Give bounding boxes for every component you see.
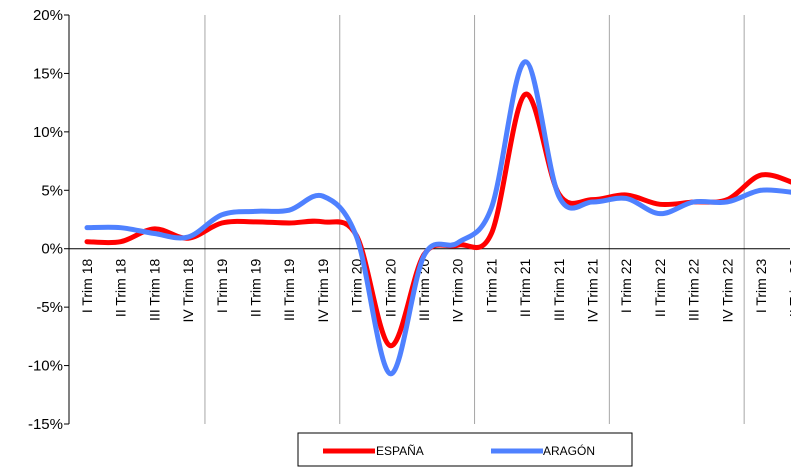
legend: ESPAÑA ARAGÓN — [297, 432, 633, 467]
y-tick-label: 20% — [33, 7, 63, 24]
x-tick-label: III Trim 19 — [281, 259, 297, 321]
y-tick-label: 10% — [33, 124, 63, 141]
x-tick-label: IV Trim 18 — [180, 259, 196, 323]
y-tick-label: -15% — [28, 416, 63, 433]
x-tick-label: II Trim 22 — [652, 259, 668, 318]
year-separator-lines — [204, 15, 745, 424]
x-tick-label: III Trim 21 — [551, 259, 567, 321]
x-tick-label: IV Trim 19 — [315, 259, 331, 323]
y-tick-label: 0% — [41, 241, 63, 258]
y-tick-label: -5% — [36, 299, 63, 316]
x-axis-ticks: I Trim 18 II Trim 18 III Trim 18 IV Trim 18… — [79, 259, 791, 323]
x-tick-label: II Trim 19 — [248, 259, 264, 318]
y-tick-label: -10% — [28, 358, 63, 375]
series-line-aragon — [84, 59, 791, 377]
x-tick-label: II Trim 18 — [113, 259, 129, 318]
legend-label-aragon: ARAGÓN — [543, 443, 595, 458]
y-axis-ticks: 20% 15% 10% 5% 0% -5% -10% -15% — [28, 7, 69, 433]
x-tick-label: I Trim 19 — [214, 259, 230, 314]
x-tick-label: I Trim 18 — [79, 259, 95, 314]
series-lines — [84, 59, 791, 377]
legend-label-espana: ESPAÑA — [376, 444, 424, 458]
x-tick-label: IV Trim 20 — [450, 259, 466, 323]
x-tick-label: II Trim 23 — [787, 259, 791, 318]
x-tick-label: I Trim 23 — [753, 259, 769, 314]
x-tick-label: II Trim 21 — [517, 259, 533, 318]
plot-area — [69, 15, 790, 424]
y-tick-label: 5% — [41, 182, 63, 199]
x-tick-label: IV Trim 21 — [585, 259, 601, 323]
x-tick-label: I Trim 21 — [483, 259, 499, 314]
x-tick-label: I Trim 22 — [618, 259, 634, 314]
x-tick-label: IV Trim 22 — [719, 259, 735, 323]
x-tick-label: II Trim 20 — [382, 259, 398, 318]
x-tick-label: III Trim 22 — [686, 259, 702, 321]
y-tick-label: 15% — [33, 65, 63, 82]
x-tick-label: I Trim 20 — [349, 259, 365, 314]
x-tick-label: III Trim 18 — [146, 259, 162, 321]
